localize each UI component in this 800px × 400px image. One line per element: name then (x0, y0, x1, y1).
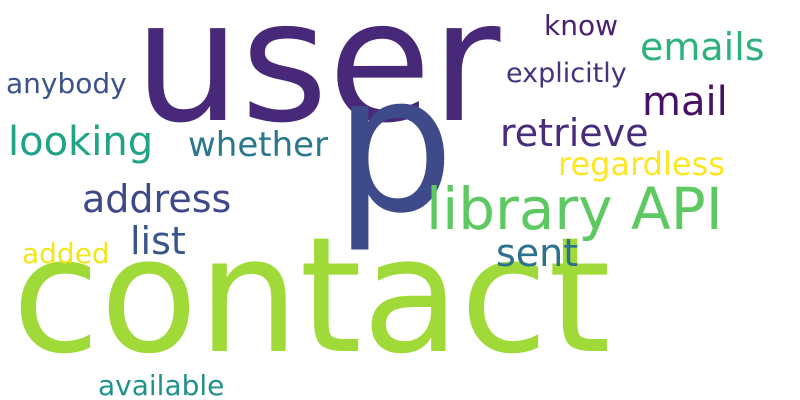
word-list: list (130, 219, 186, 263)
word-anybody: anybody (6, 67, 127, 100)
word-sent: sent (496, 231, 579, 275)
word-whether: whether (188, 125, 329, 165)
word-user: user (134, 0, 501, 160)
word-contact: contact (12, 202, 611, 389)
word-know: know (544, 9, 618, 42)
word-added: added (22, 237, 110, 270)
word-library-api: library API (426, 175, 723, 243)
word-explicitly: explicitly (506, 58, 627, 89)
word-address: address (82, 177, 232, 221)
word-available: available (98, 369, 225, 400)
word-looking: looking (8, 119, 154, 165)
word-regardless: regardless (558, 145, 725, 183)
word-emails: emails (640, 25, 765, 69)
word-p: p (334, 34, 455, 255)
word-retrieve: retrieve (500, 111, 649, 155)
word-mail: mail (642, 79, 728, 125)
